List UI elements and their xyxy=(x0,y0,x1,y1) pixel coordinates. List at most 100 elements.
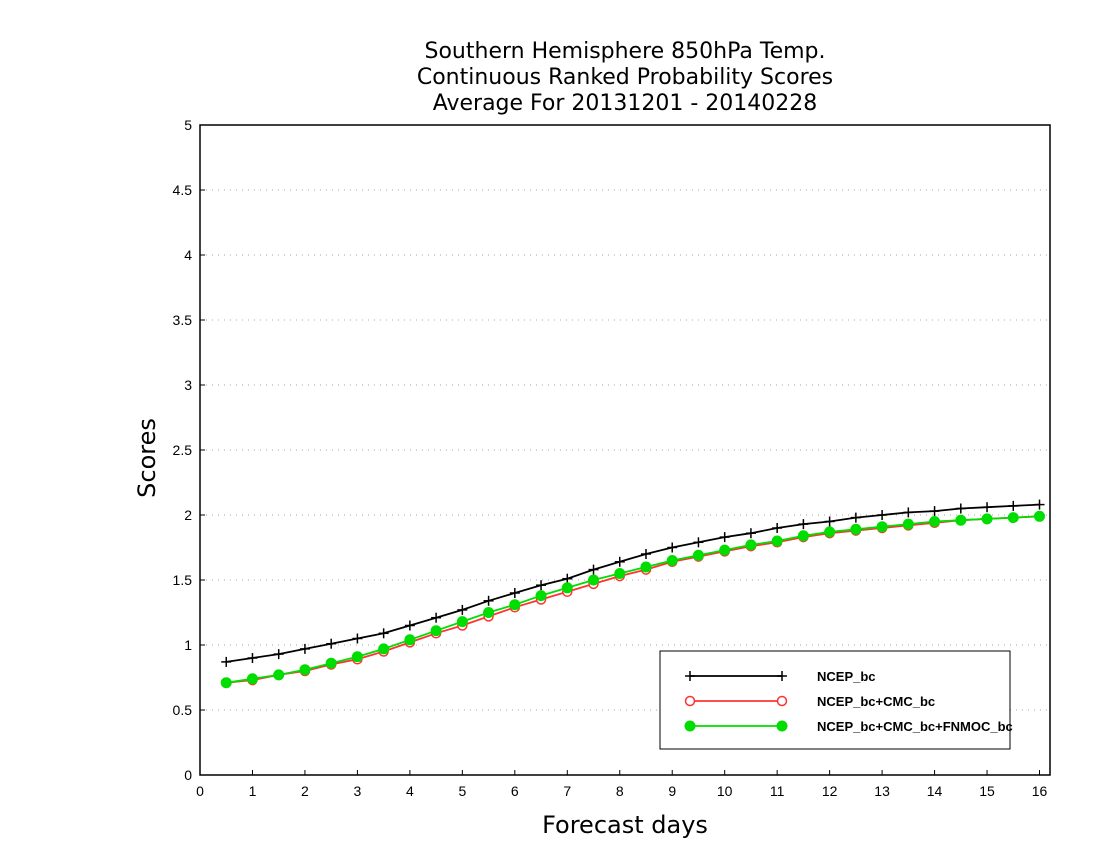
plus-marker xyxy=(667,542,678,553)
plus-marker xyxy=(1034,499,1045,510)
plus-marker xyxy=(614,556,625,567)
filled-circle-marker xyxy=(325,657,337,669)
plus-marker xyxy=(850,512,861,523)
plus-marker xyxy=(509,588,520,598)
legend-label: NCEP_bc+CMC_bc+FNMOC_bc xyxy=(817,719,1013,734)
x-tick-label: 16 xyxy=(1032,783,1048,799)
y-tick-label: 3.5 xyxy=(173,312,193,328)
plus-marker xyxy=(588,564,599,575)
plus-marker xyxy=(685,671,695,681)
plus-marker xyxy=(326,638,337,649)
y-tick-label: 5 xyxy=(184,117,192,133)
series-line xyxy=(226,503,1040,663)
series-1 xyxy=(221,499,1045,667)
plus-marker xyxy=(693,537,704,548)
x-tick-label: 10 xyxy=(717,783,733,799)
filled-circle-marker xyxy=(299,664,311,676)
legend-label: NCEP_bc+CMC_bc xyxy=(817,694,935,709)
filled-circle-marker xyxy=(378,643,390,655)
x-tick-label: 1 xyxy=(249,783,257,799)
y-tick-label: 2 xyxy=(184,507,192,523)
filled-circle-marker xyxy=(483,607,495,618)
x-tick-label: 6 xyxy=(511,783,519,799)
filled-circle-marker xyxy=(719,544,731,556)
x-tick-label: 15 xyxy=(979,783,995,799)
legend-entry-1: NCEP_bc xyxy=(685,669,876,684)
filled-circle-marker xyxy=(771,535,783,547)
title-line-2: Continuous Ranked Probability Scores xyxy=(417,65,833,90)
plus-marker xyxy=(929,506,940,517)
filled-circle-marker xyxy=(273,669,285,681)
filled-circle-marker xyxy=(955,514,967,526)
plus-marker xyxy=(955,503,966,514)
y-tick-label: 0 xyxy=(184,767,192,783)
plus-marker xyxy=(457,604,468,615)
plus-marker xyxy=(352,633,363,644)
filled-circle-marker xyxy=(876,521,888,533)
x-tick-label: 2 xyxy=(301,783,309,799)
plus-marker xyxy=(273,649,284,660)
plus-marker xyxy=(299,643,310,654)
filled-circle-marker xyxy=(981,513,993,525)
x-tick-label: 9 xyxy=(668,783,676,799)
open-circle-marker xyxy=(684,695,696,707)
filled-circle-marker xyxy=(684,720,696,732)
x-tick-label: 0 xyxy=(196,783,204,799)
filled-circle-marker xyxy=(456,616,468,628)
filled-circle-marker xyxy=(1007,512,1019,524)
plus-marker xyxy=(431,612,442,623)
plus-marker xyxy=(640,549,651,559)
filled-circle-marker xyxy=(1034,510,1046,522)
filled-circle-marker xyxy=(588,574,600,586)
plus-marker xyxy=(378,628,389,639)
filled-circle-marker xyxy=(535,590,547,602)
x-tick-label: 14 xyxy=(927,783,943,799)
filled-circle-marker xyxy=(430,625,442,637)
legend: NCEP_bc NCEP_bc+CMC_bc NCEP_bc+CMC_bc+FNMO… xyxy=(659,650,1013,750)
x-tick-label: 7 xyxy=(563,783,571,799)
plus-marker xyxy=(536,580,547,591)
series-lines xyxy=(220,499,1046,689)
plus-marker xyxy=(798,519,809,530)
y-tick-label: 4.5 xyxy=(173,182,193,198)
plus-marker xyxy=(247,653,258,663)
filled-circle-marker xyxy=(850,523,862,535)
legend-entry-2: NCEP_bc+CMC_bc xyxy=(684,694,935,709)
plus-marker xyxy=(404,620,415,631)
x-tick-label: 11 xyxy=(770,783,785,799)
y-tick-label: 2.5 xyxy=(173,442,193,458)
legend-entry-3: NCEP_bc+CMC_bc+FNMOC_bc xyxy=(684,719,1013,734)
plus-marker xyxy=(745,528,756,539)
series-3 xyxy=(220,510,1046,689)
y-tick-label: 1.5 xyxy=(173,572,193,588)
y-tick-label: 3 xyxy=(184,377,192,393)
filled-circle-marker xyxy=(640,561,652,573)
plus-marker xyxy=(903,507,914,518)
y-tick-label: 1 xyxy=(184,637,192,653)
filled-circle-marker xyxy=(561,582,573,594)
plus-marker xyxy=(562,573,573,584)
filled-circle-marker xyxy=(692,549,704,561)
plus-marker xyxy=(483,595,494,606)
y-axis-label: Scores xyxy=(133,418,161,498)
plus-marker xyxy=(772,523,783,533)
filled-circle-marker xyxy=(824,526,836,538)
filled-circle-marker xyxy=(929,516,941,527)
gridlines xyxy=(200,189,1050,711)
filled-circle-marker xyxy=(509,599,521,611)
x-tick-label: 13 xyxy=(874,783,890,799)
plus-marker xyxy=(221,656,232,667)
x-tick-label: 3 xyxy=(354,783,362,799)
filled-circle-marker xyxy=(745,539,757,551)
x-tick-label: 12 xyxy=(822,783,838,799)
filled-circle-marker xyxy=(797,530,809,542)
open-circle-marker xyxy=(776,695,788,707)
plus-marker xyxy=(877,510,888,520)
plus-marker xyxy=(1008,500,1019,511)
filled-circle-marker xyxy=(614,568,626,579)
x-tick-label: 5 xyxy=(458,783,466,799)
plus-marker xyxy=(777,671,787,681)
x-tick-label: 8 xyxy=(616,783,624,799)
plus-marker xyxy=(824,516,835,527)
